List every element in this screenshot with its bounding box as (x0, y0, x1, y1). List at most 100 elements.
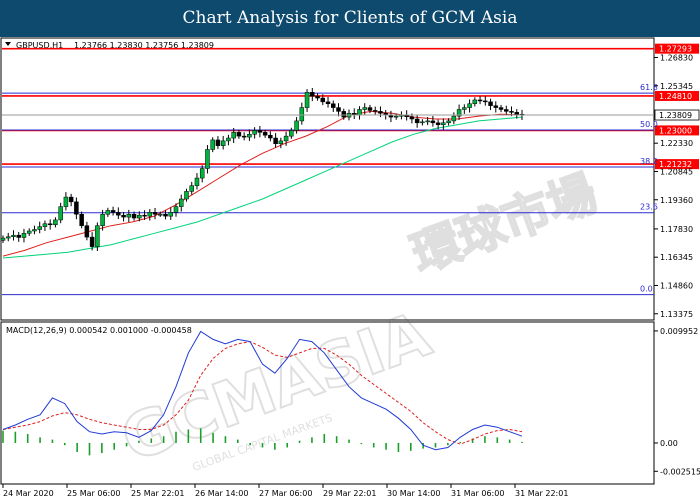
candle-body (215, 139, 221, 146)
candle-body (163, 213, 168, 217)
trading-chart: GCMASIA 環球市場 GLOBAL CAPITAL MARKETS GBPU… (0, 37, 700, 498)
candle-body (194, 177, 200, 186)
candle-body (68, 196, 74, 203)
candle-body (289, 130, 294, 137)
candle-body (231, 132, 236, 139)
macd-signal-line (2, 341, 523, 445)
candle-body (178, 198, 184, 207)
candle-body (105, 210, 111, 215)
candle-body (32, 229, 37, 232)
candle-body (331, 103, 336, 108)
level-price-label: 1.24810 (659, 92, 692, 101)
candle-body (131, 213, 137, 219)
candle-body (74, 201, 79, 215)
candle-body (268, 134, 273, 139)
candle-body (189, 185, 194, 192)
candle-body (320, 97, 326, 103)
candle-body (53, 219, 58, 225)
level-price-box (655, 125, 699, 136)
fibonacci-label: 23.6 (640, 203, 658, 212)
time-tick-label: 31 Mar 06:00 (451, 489, 504, 498)
candle-body (47, 223, 53, 226)
candle-body (493, 105, 499, 108)
candle-body (336, 107, 341, 112)
candle-body (0, 237, 6, 241)
candle-body (414, 118, 420, 124)
time-tick-label: 25 Mar 06:00 (67, 489, 120, 498)
candle-body (393, 115, 399, 118)
moving-average-red (2, 110, 523, 257)
candle-body (278, 140, 284, 145)
candle-body (137, 214, 142, 219)
candle-body (116, 212, 121, 216)
candle-body (488, 101, 493, 106)
macd-chart-frame (0, 321, 655, 485)
moving-average-green (2, 116, 523, 259)
price-axis: 1.26830 1.25345 1.23809 1.22330 1.20845 1.193… (2, 53, 700, 319)
candle-body (262, 132, 268, 136)
fibonacci-levels: 61.8 50.0 38.2 23.6 0.0 (2, 83, 658, 296)
candle-body (11, 234, 16, 237)
banner-title: Chart Analysis for Clients of GCM Asia (182, 8, 518, 28)
candle-body (441, 122, 446, 125)
candle-body (504, 109, 509, 112)
time-tick-label: 26 Mar 14:00 (195, 489, 248, 498)
candle-body (430, 120, 436, 124)
candle-body (220, 140, 226, 146)
price-tick-label: 1.25345 (660, 82, 693, 91)
candle-body (184, 191, 189, 200)
fibonacci-label: 50.0 (640, 120, 658, 129)
candle-body (241, 135, 247, 138)
macd-tick-label: 0.009952 (660, 327, 698, 336)
candle-body (420, 121, 425, 124)
candle-body (299, 107, 305, 122)
price-tick-label: 1.26830 (660, 53, 693, 62)
symbol-label: GBPUSD,H1 (16, 41, 63, 50)
candle-body (514, 112, 520, 115)
candle-body (456, 109, 462, 117)
price-tick-label: 1.14860 (660, 281, 693, 290)
candle-body (509, 111, 514, 113)
macd-tick-label: -0.002515 (660, 467, 700, 476)
candle-body (362, 107, 367, 110)
candle-body (467, 103, 472, 108)
ohlc-values: 1.23766 1.23830 1.23756 1.23809 (74, 41, 214, 50)
moving-averages (2, 110, 523, 259)
level-price-label: 1.27293 (659, 45, 692, 54)
price-tick-label: 1.22330 (660, 139, 693, 148)
candle-body (435, 122, 441, 125)
macd-label: MACD(12,26,9) 0.000542 0.001000 -0.00045… (6, 326, 192, 335)
candle-body (147, 212, 153, 217)
candle-body (283, 135, 289, 142)
candle-body (247, 133, 252, 138)
candle-body (152, 212, 158, 215)
level-price-label: 1.21232 (659, 160, 692, 169)
candle-body (168, 212, 174, 217)
candle-body (483, 100, 488, 103)
current-price-label: 1.23809 (659, 111, 692, 120)
candle-body (142, 214, 147, 217)
candle-body (79, 213, 84, 226)
candle-body (257, 130, 263, 133)
title-banner (0, 0, 700, 37)
candle-body (310, 92, 315, 97)
level-price-label: 1.23000 (659, 126, 692, 135)
macd-tick-label: 0.00 (660, 439, 678, 448)
dropdown-triangle-icon[interactable] (5, 42, 11, 46)
candle-body (462, 107, 467, 110)
candle-body (477, 99, 483, 102)
time-axis: 24 Mar 2020 25 Mar 06:00 25 Mar 22:01 26 Ma… (2, 484, 568, 498)
price-tick-label: 1.17830 (660, 225, 693, 234)
candle-body (315, 95, 320, 99)
candle-body (451, 115, 457, 122)
candle-body (110, 210, 116, 213)
time-tick-label: 25 Mar 22:01 (131, 489, 184, 498)
time-tick-label: 29 Mar 22:01 (323, 489, 376, 498)
candle-body (158, 213, 163, 216)
candle-body (16, 234, 21, 238)
candle-body (37, 226, 42, 230)
candle-body (5, 236, 11, 239)
price-tick-label: 1.13375 (660, 310, 693, 319)
candle-body (95, 225, 100, 247)
candle-body (89, 236, 95, 247)
